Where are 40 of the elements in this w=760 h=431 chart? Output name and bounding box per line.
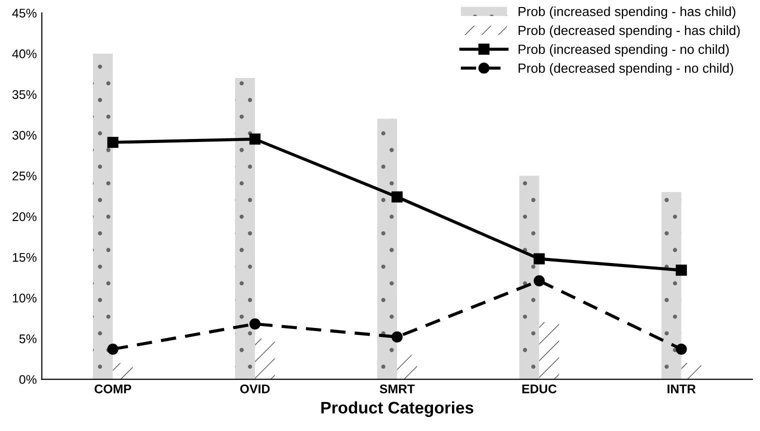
point (676, 344, 687, 355)
x-tick-label: COMP (94, 384, 132, 394)
bar (235, 78, 255, 380)
y-tick-label: 45% (12, 8, 36, 18)
x-axis-title: Product Categories (321, 401, 474, 417)
point (107, 136, 118, 148)
bar (254, 338, 275, 380)
point (107, 344, 118, 355)
legend-label: Prob (decreased spending - has child) (518, 25, 740, 38)
x-tick-label: SMRT (380, 384, 415, 394)
point (249, 134, 261, 145)
legend-label: Prob (decreased spending - no child) (518, 63, 734, 76)
y-tick-label: 35% (12, 90, 36, 99)
y-tick-label: 20% (12, 212, 36, 222)
legend-label: Prob (increased spending - has child) (518, 6, 736, 19)
x-tick-label: EDUC (522, 384, 557, 394)
bar (112, 363, 133, 380)
y-tick-label: 10% (12, 294, 36, 303)
point (676, 264, 687, 276)
bar (377, 118, 398, 380)
bar (397, 354, 417, 380)
bar (539, 322, 560, 380)
point (392, 331, 403, 342)
y-tick-label: 5% (19, 334, 36, 344)
x-tick-label: OVID (240, 384, 270, 394)
y-tick-label: 15% (12, 253, 36, 262)
bar (519, 176, 540, 380)
y-tick-label: 40% (12, 49, 36, 58)
point (534, 253, 545, 264)
point (534, 275, 545, 286)
y-tick-label: 25% (12, 172, 36, 180)
legend-label: Prob (increased spending - no child) (518, 44, 729, 57)
bar (661, 192, 682, 380)
bar (681, 363, 702, 380)
point (392, 191, 403, 202)
bar (92, 54, 113, 380)
x-tick-label: INTR (668, 384, 696, 394)
y-tick-label: 0% (19, 375, 36, 384)
y-tick-label: 30% (12, 130, 36, 140)
point (249, 318, 261, 330)
